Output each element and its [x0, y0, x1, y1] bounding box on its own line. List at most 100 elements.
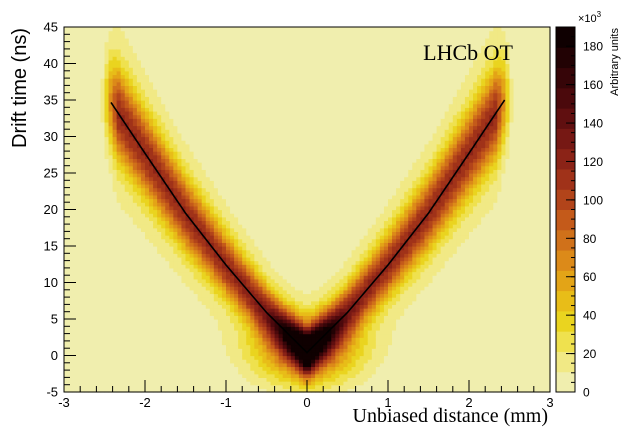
heatmap-cell: [193, 329, 199, 335]
heatmap-cell: [145, 121, 150, 127]
heatmap-cell: [88, 136, 93, 141]
heatmap-cell: [193, 333, 199, 338]
heatmap-cell: [189, 216, 195, 222]
heatmap-cell: [197, 180, 203, 185]
heatmap-cell: [76, 308, 81, 313]
heatmap-cell: [226, 140, 231, 145]
heatmap-cell: [92, 333, 97, 338]
heatmap-cell: [145, 362, 150, 368]
heatmap-cell: [116, 85, 122, 90]
heatmap-cell: [149, 205, 154, 211]
heatmap-cell: [242, 366, 247, 371]
heatmap-cell: [104, 151, 110, 156]
heatmap-cell: [165, 173, 170, 178]
heatmap-cell: [124, 59, 130, 65]
heatmap-cell: [173, 180, 178, 185]
heatmap-cell: [173, 289, 178, 295]
heatmap-cell: [189, 297, 195, 302]
heatmap-cell: [193, 96, 199, 101]
heatmap-cell: [185, 194, 191, 200]
heatmap-cell: [124, 158, 130, 163]
heatmap-cell: [177, 45, 183, 50]
heatmap-cell: [234, 81, 239, 86]
heatmap-cell: [80, 315, 85, 320]
heatmap-cell: [217, 388, 223, 393]
heatmap-cell: [108, 132, 114, 138]
heatmap-cell: [88, 202, 93, 207]
heatmap-cell: [80, 107, 85, 112]
heatmap-cell: [258, 355, 264, 360]
heatmap-cell: [165, 366, 170, 371]
heatmap-cell: [230, 227, 235, 232]
heatmap-cell: [96, 326, 102, 331]
heatmap-cell: [213, 344, 219, 349]
heatmap-cell: [68, 231, 73, 236]
heatmap-cell: [76, 315, 81, 320]
heatmap-cell: [100, 213, 106, 218]
heatmap-cell: [100, 183, 106, 189]
heatmap-cell: [173, 242, 178, 247]
heatmap-cell: [238, 121, 243, 127]
heatmap-cell: [153, 242, 158, 247]
heatmap-cell: [120, 249, 126, 254]
heatmap-cell: [136, 308, 142, 313]
heatmap-cell: [128, 202, 134, 207]
heatmap-cell: [108, 147, 114, 152]
heatmap-cell: [72, 140, 77, 145]
heatmap-cell: [80, 267, 85, 273]
heatmap-cell: [242, 227, 247, 232]
heatmap-cell: [250, 173, 255, 178]
heatmap-cell: [80, 114, 85, 119]
heatmap-cell: [100, 114, 106, 119]
heatmap-cell: [72, 48, 77, 54]
heatmap-cell: [205, 100, 211, 105]
heatmap-cell: [250, 267, 255, 273]
heatmap-cell: [88, 165, 93, 170]
heatmap-cell: [100, 224, 106, 229]
heatmap-cell: [230, 140, 235, 145]
heatmap-cell: [104, 27, 110, 32]
heatmap-cell: [80, 319, 85, 324]
heatmap-cell: [157, 27, 162, 32]
heatmap-cell: [197, 183, 203, 189]
heatmap-cell: [153, 78, 158, 83]
heatmap-cell: [116, 96, 122, 101]
heatmap-cell: [104, 242, 110, 247]
heatmap-cell: [88, 377, 93, 382]
heatmap-cell: [76, 329, 81, 335]
heatmap-cell: [169, 121, 174, 127]
heatmap-cell: [92, 154, 97, 159]
heatmap-cell: [189, 373, 195, 378]
heatmap-cell: [258, 136, 264, 141]
heatmap-cell: [169, 59, 174, 65]
heatmap-cell: [64, 202, 69, 207]
heatmap-cell: [213, 271, 219, 276]
heatmap-cell: [189, 388, 195, 393]
heatmap-cell: [124, 176, 130, 181]
heatmap-cell: [108, 78, 114, 83]
heatmap-cell: [116, 249, 122, 254]
heatmap-cell: [72, 308, 77, 313]
heatmap-cell: [84, 264, 89, 269]
heatmap-cell: [112, 48, 118, 54]
heatmap-cell: [72, 348, 77, 353]
heatmap-cell: [226, 224, 231, 229]
heatmap-cell: [205, 136, 211, 141]
heatmap-cell: [197, 52, 203, 57]
heatmap-cell: [80, 216, 85, 222]
heatmap-cell: [238, 289, 243, 295]
heatmap-cell: [201, 100, 207, 105]
heatmap-cell: [161, 27, 166, 32]
heatmap-cell: [124, 89, 130, 94]
heatmap-cell: [96, 85, 102, 90]
heatmap-cell: [242, 319, 247, 324]
heatmap-cell: [185, 351, 191, 357]
heatmap-cell: [169, 348, 174, 353]
heatmap-cell: [104, 45, 110, 50]
heatmap-cell: [169, 278, 174, 284]
heatmap-cell: [108, 311, 114, 316]
heatmap-cell: [76, 129, 81, 134]
heatmap-cell: [250, 165, 255, 170]
heatmap-cell: [185, 81, 191, 86]
heatmap-cell: [68, 308, 73, 313]
